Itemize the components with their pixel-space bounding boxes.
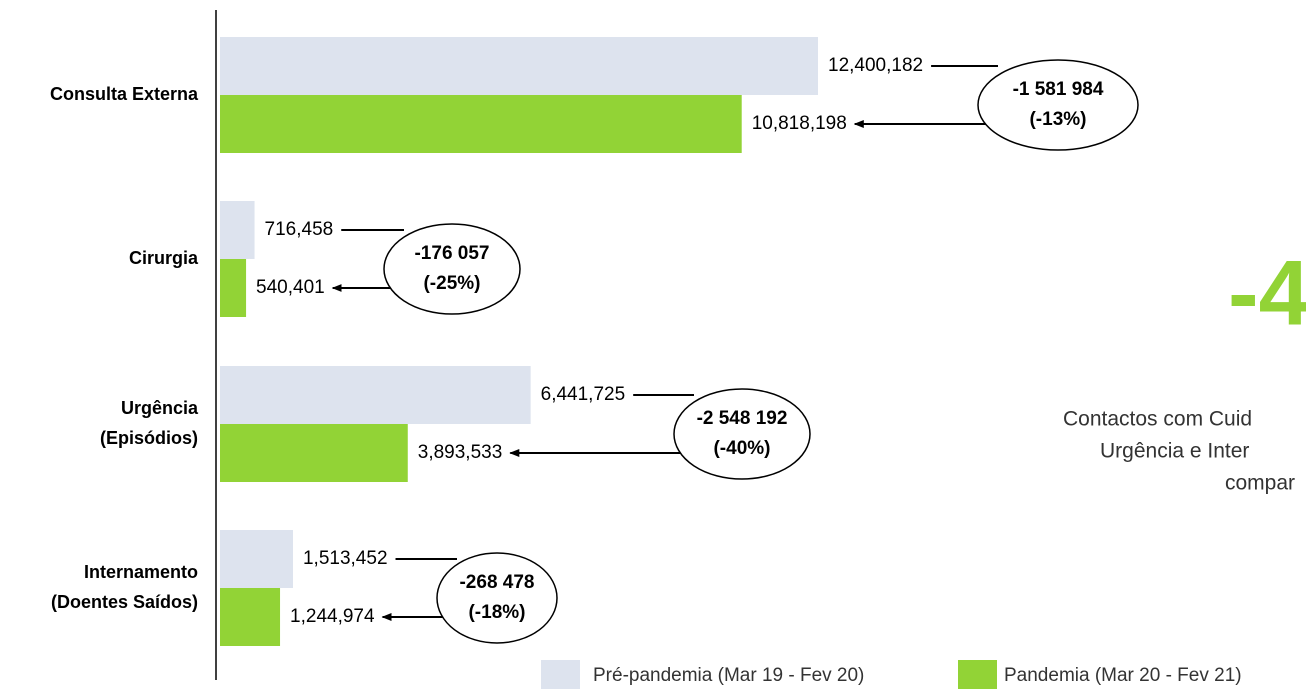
annotation-text: (-13%) [1029,109,1086,130]
legend-label: Pré-pandemia (Mar 19 - Fev 20) [593,665,864,686]
bar [220,366,531,424]
legend-swatch [541,660,580,689]
annotation-text: -268 478 [459,572,534,593]
category-label: Consulta Externa [50,84,199,104]
bar [220,530,293,588]
value-label: 716,458 [265,219,334,240]
value-label: 1,244,974 [290,606,375,627]
annotation-text: -176 057 [414,243,489,264]
side-text: compar [1225,472,1295,495]
annotation-bubble [673,388,811,480]
bar [220,37,818,95]
annotation-text: (-25%) [423,273,480,294]
value-label: 540,401 [256,277,325,298]
bar [220,95,742,153]
annotation-text: -1 581 984 [1013,79,1104,100]
value-label: 12,400,182 [828,55,923,76]
annotation-bubble [977,59,1139,151]
side-headline: -4 [1228,242,1306,344]
legend-swatch [958,660,997,689]
annotation-bubble [436,552,558,644]
category-label: Cirurgia [129,248,199,268]
legend-label: Pandemia (Mar 20 - Fev 21) [1004,665,1242,686]
annotation-text: (-40%) [713,438,770,459]
annotation-text: -2 548 192 [697,408,788,429]
bar [220,424,408,482]
annotation-text: (-18%) [468,602,525,623]
side-text: Urgência e Inter [1100,440,1249,463]
bar [220,259,247,317]
category-label: Urgência [121,398,199,418]
category-label: (Episódios) [100,428,198,448]
side-text: Contactos com Cuid [1063,408,1252,431]
value-label: 3,893,533 [418,442,503,463]
value-label: 10,818,198 [752,113,847,134]
category-label: Internamento [84,562,198,582]
annotation-bubble [383,223,521,315]
bar [220,201,255,259]
bar [220,588,281,646]
value-label: 1,513,452 [303,548,388,569]
category-label: (Doentes Saídos) [51,592,198,612]
value-label: 6,441,725 [541,384,626,405]
